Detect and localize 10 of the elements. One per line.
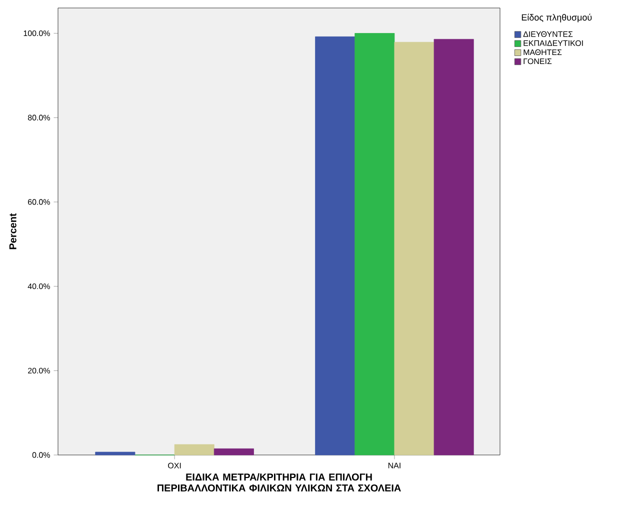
bar (214, 448, 254, 456)
x-axis-title: ΕΙΔΙΚΑ ΜΕΤΡΑ/ΚΡΙΤΗΡΙΑ ΓΙΑ ΕΠΙΛΟΓΗ ΠΕΡΙΒΑΛΛΟΝΤΙΚΑ ΦΙΛΙΚΩΝ ΥΛΙΚΩΝ ΣΤΑ ΣΧΟΛΕΙΑ (158, 473, 401, 492)
bar (434, 38, 474, 456)
y-axis-title: Percent (9, 213, 16, 250)
bar (315, 36, 356, 456)
bar (354, 33, 395, 456)
bar (95, 452, 136, 456)
bar (394, 42, 434, 456)
bar (174, 444, 214, 456)
legend-title: Είδος πληθυσμού (522, 14, 592, 22)
